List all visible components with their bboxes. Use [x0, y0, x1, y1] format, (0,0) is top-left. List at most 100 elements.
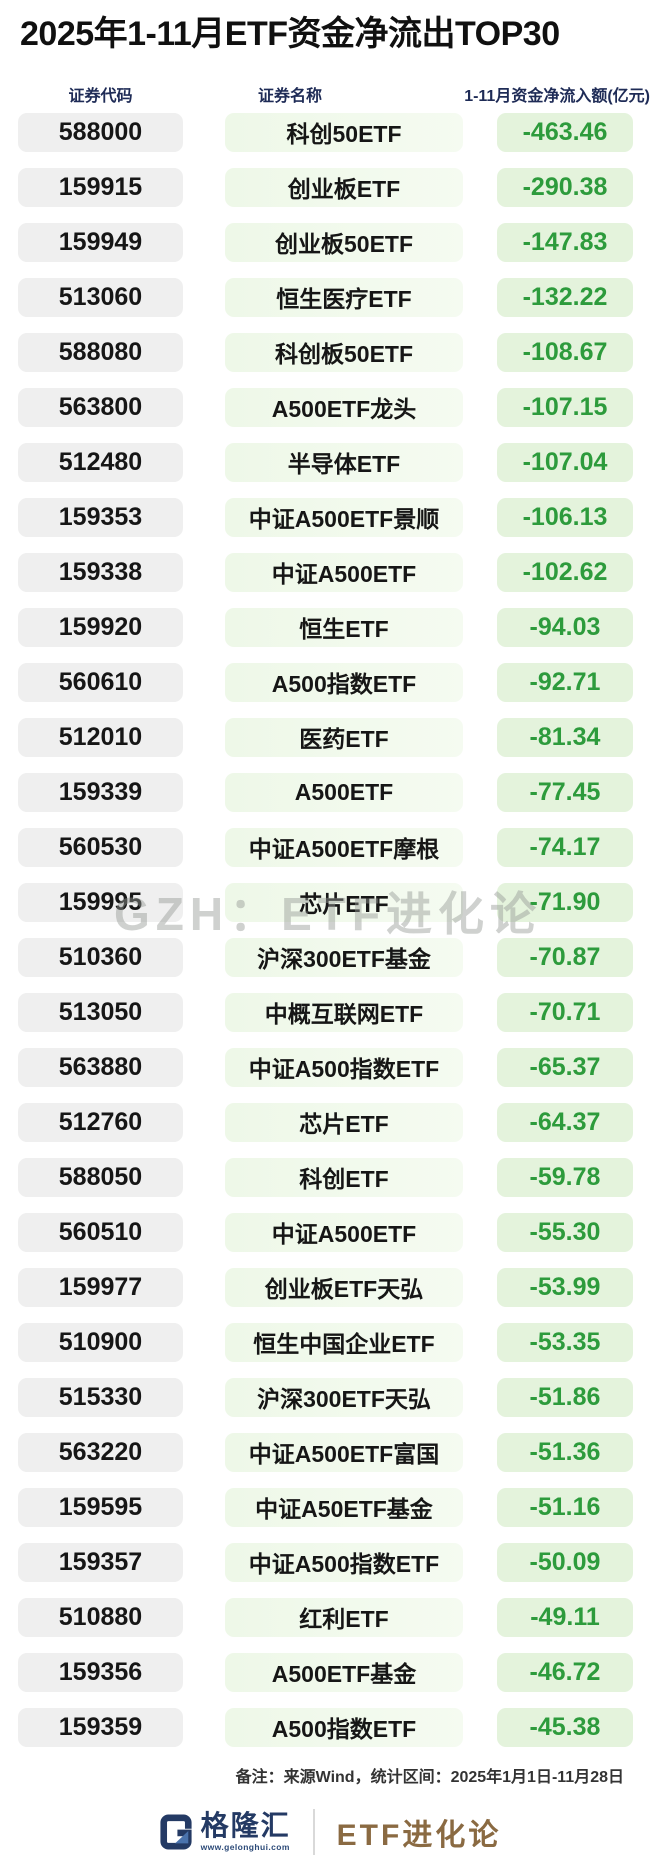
code-cell: 159920 — [18, 607, 183, 647]
code-cell: 515330 — [18, 1377, 183, 1417]
code-cell: 159339 — [18, 772, 183, 812]
name-cell: 恒生医疗ETF — [225, 277, 463, 317]
name-cell: 创业板ETF — [225, 167, 463, 207]
table-row: 563220 中证A500ETF富国 -51.36 — [0, 1425, 660, 1480]
name-cell: A500指数ETF — [225, 662, 463, 702]
table-row: 512010 医药ETF -81.34 — [0, 710, 660, 765]
footer-brand: 格隆汇 www.gelonghui.com ETF进化论 — [0, 1803, 660, 1861]
code-cell: 563880 — [18, 1047, 183, 1087]
table-row: 510900 恒生中国企业ETF -53.35 — [0, 1315, 660, 1370]
value-cell: -65.37 — [497, 1047, 633, 1087]
code-cell: 563220 — [18, 1432, 183, 1472]
value-cell: -70.71 — [497, 992, 633, 1032]
value-cell: -74.17 — [497, 827, 633, 867]
footer-note: 备注：来源Wind，统计区间：2025年1月1日-11月28日 — [235, 1769, 624, 1786]
name-cell: 中证A500指数ETF — [225, 1542, 463, 1582]
value-cell: -53.35 — [497, 1322, 633, 1362]
code-cell: 510900 — [18, 1322, 183, 1362]
table-row: 588080 科创板50ETF -108.67 — [0, 325, 660, 380]
code-cell: 588080 — [18, 332, 183, 372]
name-cell: 科创ETF — [225, 1157, 463, 1197]
name-cell: 中证A500ETF摩根 — [225, 827, 463, 867]
table-row: 159977 创业板ETF天弘 -53.99 — [0, 1260, 660, 1315]
value-cell: -94.03 — [497, 607, 633, 647]
table-row: 159995 芯片ETF -71.90 — [0, 875, 660, 930]
name-cell: 中证A500指数ETF — [225, 1047, 463, 1087]
table-row: 560510 中证A500ETF -55.30 — [0, 1205, 660, 1260]
code-cell: 560530 — [18, 827, 183, 867]
code-cell: 512010 — [18, 717, 183, 757]
value-cell: -51.36 — [497, 1432, 633, 1472]
code-cell: 159357 — [18, 1542, 183, 1582]
value-cell: -50.09 — [497, 1542, 633, 1582]
code-cell: 159915 — [18, 167, 183, 207]
table-row: 510360 沪深300ETF基金 -70.87 — [0, 930, 660, 985]
code-cell: 588000 — [18, 112, 183, 152]
table-row: 563880 中证A500指数ETF -65.37 — [0, 1040, 660, 1095]
table-row: 159949 创业板50ETF -147.83 — [0, 215, 660, 270]
header-security-name: 证券名称 — [257, 87, 322, 105]
value-cell: -71.90 — [497, 882, 633, 922]
value-cell: -51.86 — [497, 1377, 633, 1417]
code-cell: 159359 — [18, 1707, 183, 1747]
value-cell: -49.11 — [497, 1597, 633, 1637]
table-row: 510880 红利ETF -49.11 — [0, 1590, 660, 1645]
header-net-flow: 1-11月资金净流入额(亿元) — [464, 87, 650, 105]
table-header: 证券代码 证券名称 1-11月资金净流入额(亿元) — [0, 55, 660, 105]
name-cell: 沪深300ETF天弘 — [225, 1377, 463, 1417]
gelonghui-logo: 格隆汇 www.gelonghui.com — [159, 1812, 291, 1852]
table-row: 159920 恒生ETF -94.03 — [0, 600, 660, 655]
value-cell: -92.71 — [497, 662, 633, 702]
value-cell: -70.87 — [497, 937, 633, 977]
code-cell: 512480 — [18, 442, 183, 482]
table-body: 588000 科创50ETF -463.46 159915 创业板ETF -290.38 1… — [0, 105, 660, 1755]
name-cell: 中证A500ETF景顺 — [225, 497, 463, 537]
code-cell: 510880 — [18, 1597, 183, 1637]
code-cell: 563800 — [18, 387, 183, 427]
brand-account: ETF进化论 — [336, 1819, 502, 1852]
code-cell: 510360 — [18, 937, 183, 977]
name-cell: 红利ETF — [225, 1597, 463, 1637]
header-security-code: 证券代码 — [68, 87, 133, 105]
value-cell: -77.45 — [497, 772, 633, 812]
value-cell: -147.83 — [497, 222, 633, 262]
name-cell: 中证A500ETF — [225, 552, 463, 592]
code-cell: 560510 — [18, 1212, 183, 1252]
value-cell: -107.04 — [497, 442, 633, 482]
name-cell: A500ETF — [225, 772, 463, 812]
table-row: 560530 中证A500ETF摩根 -74.17 — [0, 820, 660, 875]
table-row: 515330 沪深300ETF天弘 -51.86 — [0, 1370, 660, 1425]
code-cell: 513050 — [18, 992, 183, 1032]
brand-divider — [312, 1809, 315, 1855]
table-row: 560610 A500指数ETF -92.71 — [0, 655, 660, 710]
table-row: 159359 A500指数ETF -45.38 — [0, 1700, 660, 1755]
code-cell: 159356 — [18, 1652, 183, 1692]
code-cell: 159949 — [18, 222, 183, 262]
name-cell: 中证A500ETF富国 — [225, 1432, 463, 1472]
value-cell: -132.22 — [497, 277, 633, 317]
name-cell: A500ETF龙头 — [225, 387, 463, 427]
name-cell: 创业板50ETF — [225, 222, 463, 262]
value-cell: -108.67 — [497, 332, 633, 372]
table-row: 159357 中证A500指数ETF -50.09 — [0, 1535, 660, 1590]
code-cell: 512760 — [18, 1102, 183, 1142]
name-cell: 医药ETF — [225, 717, 463, 757]
name-cell: 中证A50ETF基金 — [225, 1487, 463, 1527]
value-cell: -46.72 — [497, 1652, 633, 1692]
name-cell: 半导体ETF — [225, 442, 463, 482]
table-row: 159915 创业板ETF -290.38 — [0, 160, 660, 215]
value-cell: -45.38 — [497, 1707, 633, 1747]
name-cell: 沪深300ETF基金 — [225, 937, 463, 977]
code-cell: 560610 — [18, 662, 183, 702]
name-cell: 恒生ETF — [225, 607, 463, 647]
table-row: 159595 中证A50ETF基金 -51.16 — [0, 1480, 660, 1535]
table-row: 512760 芯片ETF -64.37 — [0, 1095, 660, 1150]
code-cell: 159977 — [18, 1267, 183, 1307]
table-row: 159353 中证A500ETF景顺 -106.13 — [0, 490, 660, 545]
value-cell: -81.34 — [497, 717, 633, 757]
value-cell: -106.13 — [497, 497, 633, 537]
brand-name: 格隆汇 — [200, 1810, 291, 1841]
table-row: 159338 中证A500ETF -102.62 — [0, 545, 660, 600]
name-cell: 中概互联网ETF — [225, 992, 463, 1032]
